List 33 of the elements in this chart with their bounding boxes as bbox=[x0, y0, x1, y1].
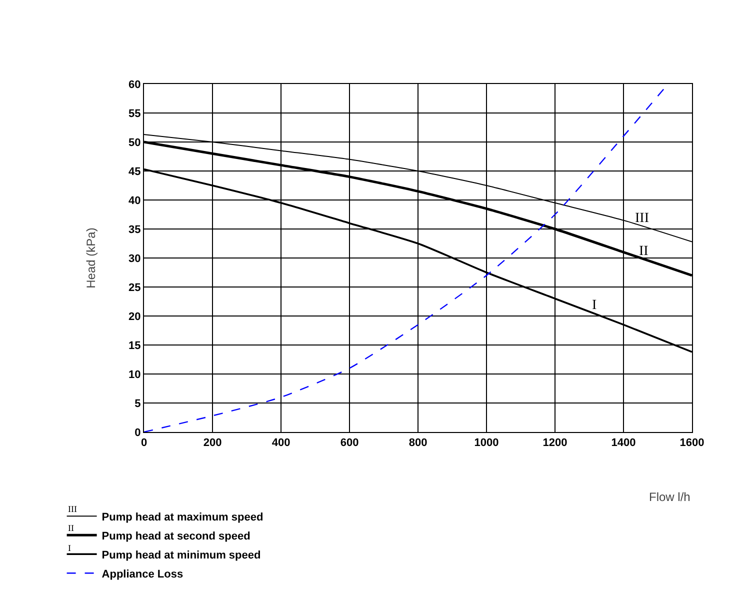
x-tick-label: 1200 bbox=[542, 437, 568, 450]
x-axis-title: Flow l/h bbox=[649, 490, 690, 504]
text: I bbox=[68, 543, 71, 553]
legend-label: Appliance Loss bbox=[102, 568, 184, 580]
annotation: I bbox=[592, 298, 597, 313]
x-tick-label: 600 bbox=[340, 437, 359, 450]
y-tick-label: 15 bbox=[128, 340, 141, 352]
y-tick-label: 50 bbox=[128, 136, 141, 149]
x-tick-label: 400 bbox=[272, 437, 290, 450]
y-tick-label: 60 bbox=[128, 78, 141, 91]
annotation: II bbox=[639, 244, 649, 259]
x-tick-label: 1600 bbox=[680, 437, 704, 450]
y-tick-label: 55 bbox=[128, 108, 141, 120]
y-tick-label: 0 bbox=[134, 426, 141, 439]
y-tick-label: 25 bbox=[128, 282, 141, 294]
annotation: III bbox=[635, 211, 650, 226]
text: III bbox=[68, 504, 77, 514]
y-tick-label: 35 bbox=[128, 224, 141, 236]
legend-label: Pump head at maximum speed bbox=[102, 511, 264, 524]
x-tick-label: 200 bbox=[203, 437, 222, 450]
x-tick-label: 800 bbox=[408, 437, 428, 450]
y-tick-label: 10 bbox=[128, 368, 141, 381]
y-tick-label: 45 bbox=[128, 166, 141, 178]
legend-label: Pump head at minimum speed bbox=[102, 549, 261, 562]
legend-label: Pump head at second speed bbox=[102, 530, 250, 542]
x-tick-label: 1000 bbox=[474, 437, 499, 450]
y-axis-title: Head (kPa) bbox=[84, 228, 98, 288]
y-tick-label: 5 bbox=[134, 398, 141, 410]
y-tick-label: 30 bbox=[128, 252, 141, 265]
text: II bbox=[68, 523, 74, 533]
x-tick-label: 1400 bbox=[611, 437, 636, 450]
y-tick-label: 40 bbox=[128, 194, 141, 207]
y-tick-label: 20 bbox=[128, 310, 141, 323]
